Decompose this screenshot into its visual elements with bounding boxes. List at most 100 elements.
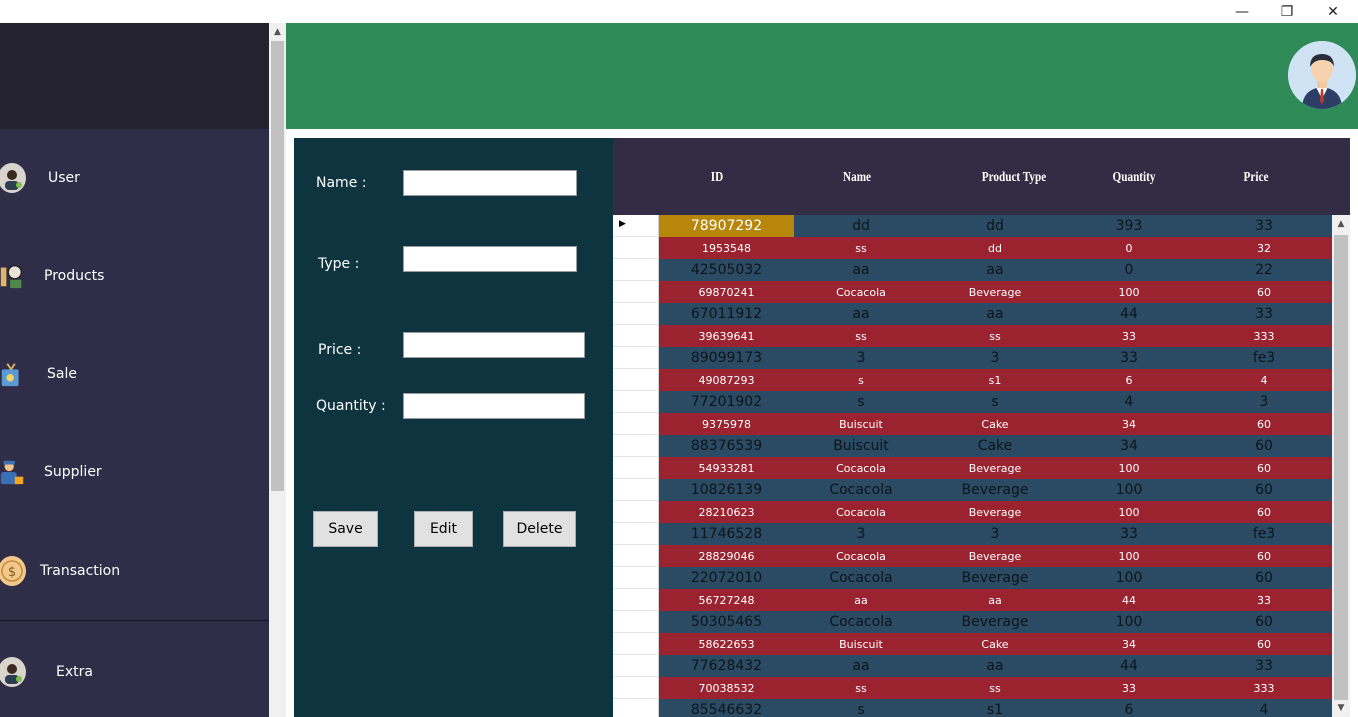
table-cell[interactable]: Buiscuit <box>833 438 889 454</box>
sidebar-item-products[interactable]: Products <box>0 248 269 304</box>
minimize-button[interactable]: — <box>1235 3 1249 20</box>
row-header[interactable] <box>613 281 659 303</box>
table-cell[interactable]: aa <box>986 658 1004 674</box>
column-header-product-type[interactable]: Product Type <box>981 170 1047 185</box>
table-cell[interactable]: Cocacola <box>829 614 893 630</box>
table-row[interactable]: 49087293 s s1 6 4 <box>659 369 1332 391</box>
table-cell[interactable]: 6 <box>1125 373 1133 387</box>
table-row[interactable]: 78907292 dd dd 393 33 <box>659 215 1332 237</box>
table-cell[interactable]: 44 <box>1122 593 1136 607</box>
table-row[interactable]: 9375978 Buiscuit Cake 34 60 <box>659 413 1332 435</box>
table-cell[interactable]: 9375978 <box>702 417 751 431</box>
table-cell[interactable]: 60 <box>1255 482 1273 498</box>
table-cell[interactable]: 42505032 <box>690 262 763 278</box>
table-cell[interactable]: 33 <box>1257 593 1271 607</box>
row-header[interactable] <box>613 391 659 413</box>
table-row[interactable]: 77628432 aa aa 44 33 <box>659 655 1332 677</box>
table-row[interactable]: 70038532 ss ss 33 333 <box>659 677 1332 699</box>
table-cell[interactable]: 44 <box>1120 306 1138 322</box>
maximize-button[interactable]: ❐ <box>1280 3 1294 20</box>
table-cell[interactable]: 58622653 <box>698 637 755 651</box>
table-row[interactable]: 11746528 3 3 33 fe3 <box>659 523 1332 545</box>
table-cell[interactable]: 67011912 <box>690 306 763 322</box>
edit-button[interactable]: Edit <box>414 511 473 547</box>
sidebar-item-transaction[interactable]: $ Transaction <box>0 543 269 599</box>
table-cell[interactable]: s <box>857 394 865 410</box>
table-cell[interactable]: 3 <box>990 526 1000 542</box>
row-header[interactable] <box>613 677 659 699</box>
row-header[interactable] <box>613 457 659 479</box>
table-cell[interactable]: 33 <box>1122 329 1136 343</box>
table-cell[interactable]: Cocacola <box>829 570 893 586</box>
column-header-name[interactable]: Name <box>843 170 871 185</box>
quantity-input[interactable] <box>403 393 585 419</box>
table-cell[interactable]: 32 <box>1257 241 1271 255</box>
table-cell[interactable]: aa <box>986 306 1004 322</box>
row-header[interactable] <box>613 699 659 717</box>
scroll-up-arrow-icon[interactable]: ▲ <box>1337 219 1345 229</box>
column-header-quantity[interactable]: Quantity <box>1112 170 1156 185</box>
table-cell[interactable]: s <box>991 394 999 410</box>
sidebar-item-sale[interactable]: Sale <box>0 346 269 402</box>
row-header[interactable] <box>613 325 659 347</box>
row-header[interactable] <box>613 633 659 655</box>
row-header[interactable]: ▶ <box>613 215 659 237</box>
table-cell[interactable]: 60 <box>1255 614 1273 630</box>
table-cell[interactable]: 33 <box>1120 350 1138 366</box>
table-cell[interactable]: 28829046 <box>698 549 755 563</box>
table-cell[interactable]: 100 <box>1118 505 1140 519</box>
table-cell[interactable]: 33 <box>1255 218 1273 234</box>
table-cell[interactable]: 10826139 <box>690 482 763 498</box>
table-cell[interactable]: dd <box>986 218 1004 234</box>
table-cell[interactable]: 100 <box>1118 285 1140 299</box>
row-header[interactable] <box>613 501 659 523</box>
table-cell[interactable]: Buiscuit <box>839 417 883 431</box>
row-header[interactable] <box>613 413 659 435</box>
table-cell[interactable]: 33 <box>1255 306 1273 322</box>
table-row[interactable]: 10826139 Cocacola Beverage 100 60 <box>659 479 1332 501</box>
table-row[interactable]: 85546632 s s1 6 4 <box>659 699 1332 717</box>
close-button[interactable]: ✕ <box>1327 3 1339 20</box>
table-cell[interactable]: 60 <box>1255 438 1273 454</box>
table-cell[interactable]: 54933281 <box>698 461 755 475</box>
table-cell[interactable]: Cocacola <box>836 285 886 299</box>
table-cell[interactable]: 1953548 <box>702 241 751 255</box>
row-header[interactable] <box>613 369 659 391</box>
table-cell[interactable]: 60 <box>1257 505 1271 519</box>
table-cell[interactable]: s1 <box>988 373 1002 387</box>
profile-avatar[interactable] <box>1288 41 1356 109</box>
table-cell[interactable]: 0 <box>1125 241 1133 255</box>
table-cell[interactable]: ss <box>989 329 1001 343</box>
table-cell[interactable]: 100 <box>1118 461 1140 475</box>
table-row[interactable]: 54933281 Cocacola Beverage 100 60 <box>659 457 1332 479</box>
row-header[interactable] <box>613 545 659 567</box>
table-cell[interactable]: 4 <box>1260 373 1268 387</box>
table-cell[interactable]: s1 <box>986 702 1004 717</box>
table-cell[interactable]: Cocacola <box>836 549 886 563</box>
table-cell[interactable]: 28210623 <box>698 505 755 519</box>
table-cell[interactable]: 34 <box>1122 417 1136 431</box>
table-cell[interactable]: aa <box>854 593 868 607</box>
table-cell[interactable]: Buiscuit <box>839 637 883 651</box>
table-cell[interactable]: Cake <box>981 417 1009 431</box>
table-cell[interactable]: Beverage <box>961 614 1029 630</box>
table-cell[interactable]: 60 <box>1257 549 1271 563</box>
row-header[interactable] <box>613 523 659 545</box>
table-row[interactable]: 28829046 Cocacola Beverage 100 60 <box>659 545 1332 567</box>
table-cell[interactable]: dd <box>852 218 870 234</box>
table-cell[interactable]: 3 <box>990 350 1000 366</box>
table-cell[interactable]: 4 <box>1124 394 1134 410</box>
table-cell[interactable]: 11746528 <box>690 526 763 542</box>
table-cell[interactable]: 4 <box>1259 702 1269 717</box>
table-cell[interactable]: 33 <box>1122 681 1136 695</box>
table-cell[interactable]: 60 <box>1257 417 1271 431</box>
table-cell[interactable]: aa <box>986 262 1004 278</box>
table-cell[interactable]: Beverage <box>968 505 1022 519</box>
table-row[interactable]: 88376539 Buiscuit Cake 34 60 <box>659 435 1332 457</box>
table-row[interactable]: 28210623 Cocacola Beverage 100 60 <box>659 501 1332 523</box>
table-cell[interactable]: 85546632 <box>690 702 763 717</box>
scrollbar-thumb[interactable] <box>271 41 284 491</box>
table-cell[interactable]: Beverage <box>961 570 1029 586</box>
table-cell[interactable]: 49087293 <box>698 373 755 387</box>
table-cell[interactable]: dd <box>988 241 1002 255</box>
